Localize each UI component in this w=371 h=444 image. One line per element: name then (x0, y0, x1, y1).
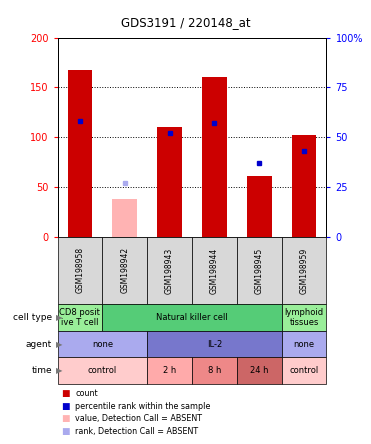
Text: 8 h: 8 h (208, 366, 221, 375)
Text: ▶: ▶ (56, 313, 62, 322)
Text: CD8 posit
ive T cell: CD8 posit ive T cell (59, 308, 101, 327)
Text: ▶: ▶ (56, 340, 62, 349)
Text: GSM198942: GSM198942 (120, 247, 129, 293)
Text: cell type: cell type (13, 313, 52, 322)
Text: ■: ■ (61, 427, 70, 436)
Bar (292, 135, 316, 237)
Text: rank, Detection Call = ABSENT: rank, Detection Call = ABSENT (75, 427, 198, 436)
Text: none: none (92, 340, 113, 349)
Bar (202, 76, 227, 237)
Text: percentile rank within the sample: percentile rank within the sample (75, 402, 211, 411)
Text: GSM198945: GSM198945 (255, 247, 264, 293)
Text: 2 h: 2 h (163, 366, 176, 375)
Text: control: control (289, 366, 319, 375)
Bar (157, 127, 182, 237)
Text: ■: ■ (61, 414, 70, 423)
Text: ▶: ▶ (56, 366, 62, 375)
Text: time: time (31, 366, 52, 375)
Text: GSM198944: GSM198944 (210, 247, 219, 293)
Text: GSM198958: GSM198958 (75, 247, 85, 293)
Text: control: control (88, 366, 117, 375)
Text: GSM198959: GSM198959 (299, 247, 309, 293)
Bar (68, 70, 92, 237)
Text: 24 h: 24 h (250, 366, 269, 375)
Text: count: count (75, 389, 98, 398)
Bar (112, 199, 137, 237)
Text: GDS3191 / 220148_at: GDS3191 / 220148_at (121, 16, 250, 28)
Text: lymphoid
tissues: lymphoid tissues (285, 308, 324, 327)
Text: GSM198943: GSM198943 (165, 247, 174, 293)
Bar (247, 176, 272, 237)
Text: ■: ■ (61, 402, 70, 411)
Text: none: none (293, 340, 315, 349)
Text: Natural killer cell: Natural killer cell (156, 313, 228, 322)
Text: agent: agent (26, 340, 52, 349)
Text: ■: ■ (61, 389, 70, 398)
Text: IL-2: IL-2 (207, 340, 222, 349)
Text: value, Detection Call = ABSENT: value, Detection Call = ABSENT (75, 414, 202, 423)
